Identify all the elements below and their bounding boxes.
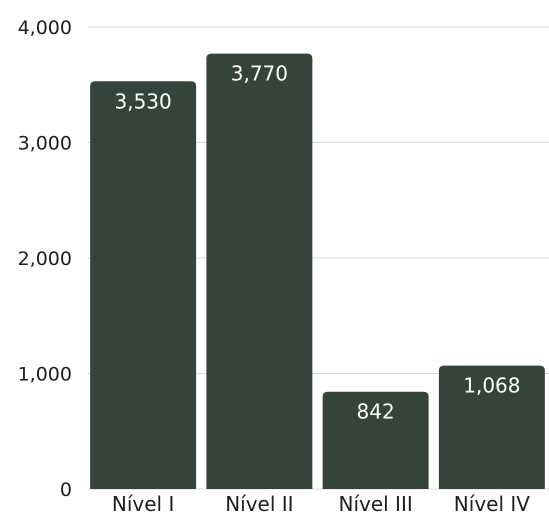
y-axis-tick-labels: 0 1,000 2,000 3,000 4,000 <box>18 17 72 501</box>
x-tick-label: Nível III <box>338 492 412 516</box>
bar-value-label: 1,068 <box>463 374 520 398</box>
x-tick-label: Nível I <box>112 492 174 516</box>
y-tick-label: 0 <box>60 479 72 501</box>
x-axis-tick-labels: Nível I Nível II Nível III Nível IV <box>112 492 530 516</box>
bar <box>438 365 545 489</box>
y-tick-label: 1,000 <box>18 364 72 386</box>
y-tick-label: 2,000 <box>18 248 72 270</box>
bar-value-label: 842 <box>357 400 395 424</box>
x-tick-label: Nível II <box>225 492 293 516</box>
bar <box>322 391 429 489</box>
y-tick-label: 4,000 <box>18 17 72 39</box>
y-tick-label: 3,000 <box>18 133 72 155</box>
bars <box>90 53 545 489</box>
x-tick-label: Nível IV <box>454 492 530 516</box>
bar-value-label: 3,770 <box>231 62 288 86</box>
bar <box>206 53 313 489</box>
bar <box>90 81 197 489</box>
data-labels: 3,530 3,770 842 1,068 <box>114 62 520 424</box>
bar-value-label: 3,530 <box>114 89 171 113</box>
